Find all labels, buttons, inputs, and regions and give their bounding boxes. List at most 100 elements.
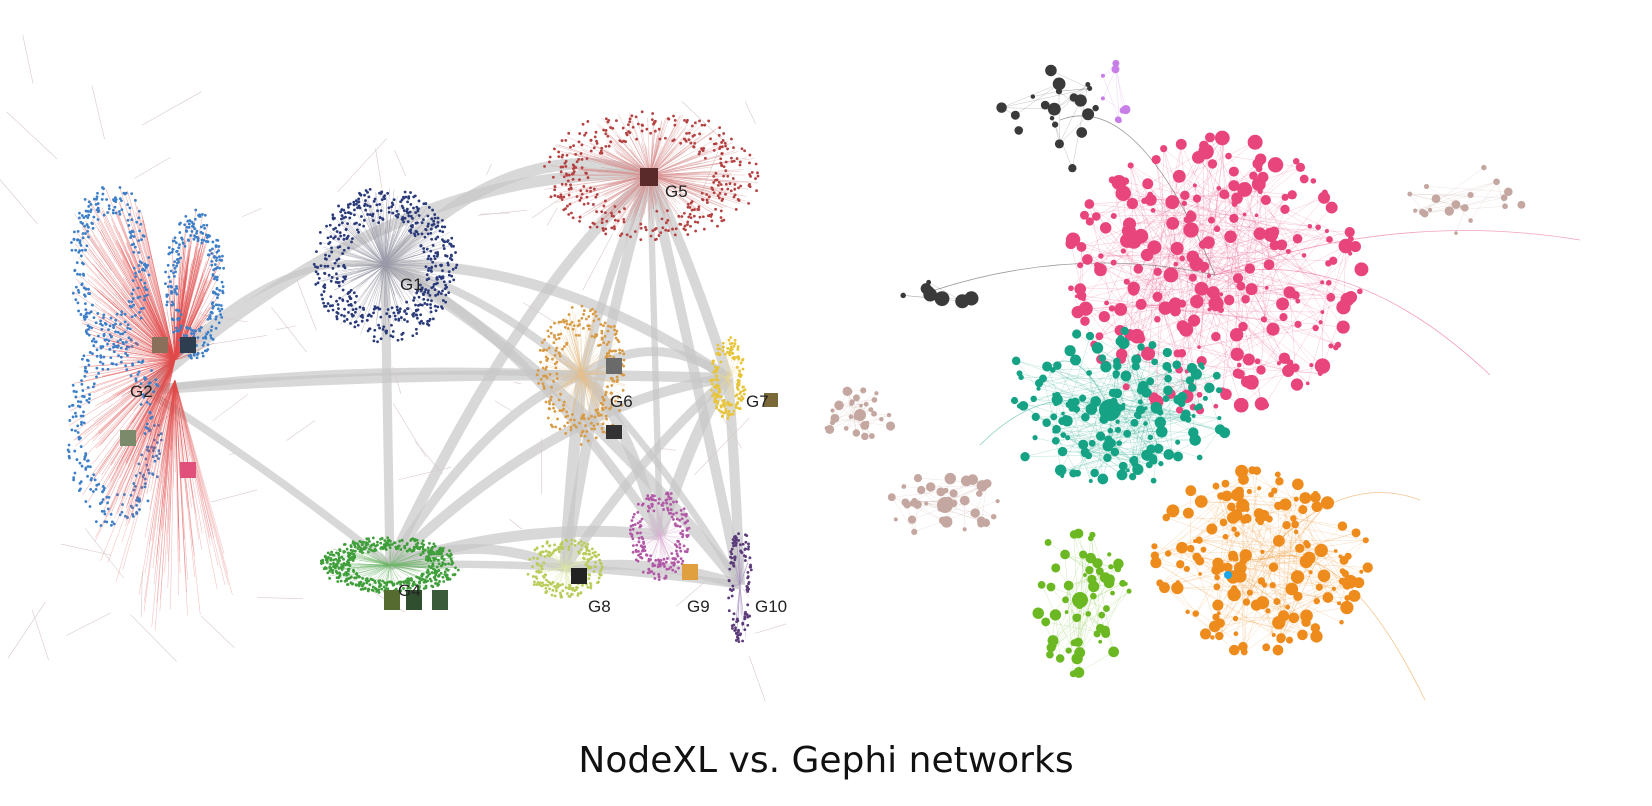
- cluster-node: [664, 560, 668, 564]
- cluster-spoke: [75, 359, 176, 447]
- cluster-node: [345, 579, 349, 582]
- cluster-node: [340, 555, 344, 559]
- thin-edge: [134, 157, 171, 179]
- cluster-node: [201, 336, 205, 340]
- cluster-node: [735, 386, 739, 390]
- cluster-spoke: [373, 564, 391, 588]
- cluster-node: [185, 225, 189, 229]
- cluster-node: [718, 191, 722, 195]
- cluster-node: [137, 264, 141, 267]
- cluster-node: [437, 558, 440, 562]
- cluster-node: [441, 546, 445, 550]
- cluster-spoke: [119, 350, 176, 361]
- cluster-node: [622, 139, 626, 143]
- cluster-node: [602, 128, 606, 132]
- cluster-node: [412, 548, 416, 551]
- cluster-node: [727, 596, 731, 600]
- cluster-spoke: [143, 379, 176, 613]
- cluster-node: [132, 482, 136, 485]
- cluster-node: [153, 459, 157, 463]
- cluster-spoke: [384, 264, 398, 306]
- cluster-node: [177, 329, 180, 333]
- cluster-node: [108, 347, 112, 351]
- cluster-node: [580, 304, 584, 308]
- cluster-node: [78, 216, 81, 220]
- cluster-node: [589, 584, 593, 588]
- cluster-node: [748, 185, 752, 189]
- cluster-node: [376, 340, 379, 344]
- cluster-node: [119, 332, 122, 336]
- cluster-spoke: [389, 564, 396, 586]
- cluster-node: [189, 234, 193, 237]
- cluster-node: [555, 377, 559, 380]
- cluster-node: [183, 244, 187, 248]
- cluster-node: [657, 578, 661, 582]
- cluster-node: [77, 290, 81, 294]
- cluster-node: [101, 367, 105, 371]
- cluster-node: [610, 384, 614, 387]
- cluster-node: [81, 394, 84, 398]
- cluster-node: [137, 251, 141, 254]
- cluster-node: [739, 390, 743, 394]
- cluster-node: [347, 205, 350, 209]
- cluster-node: [723, 141, 727, 145]
- cluster-node: [326, 560, 329, 563]
- cluster-node: [217, 303, 221, 307]
- cluster-node: [382, 325, 386, 329]
- cluster-node: [427, 269, 430, 272]
- cluster-node: [649, 131, 653, 135]
- cluster-node: [338, 296, 342, 300]
- cluster-node: [659, 558, 663, 562]
- cluster-node: [628, 528, 632, 532]
- cluster-spoke: [377, 210, 386, 266]
- cluster-node: [115, 363, 118, 366]
- cluster-node: [329, 563, 332, 566]
- cluster-node: [429, 566, 433, 570]
- cluster-node: [343, 307, 346, 311]
- cluster-node: [130, 292, 134, 296]
- cluster-node: [178, 231, 182, 234]
- cluster-node: [96, 191, 99, 195]
- cluster-node: [421, 322, 425, 325]
- cluster-node: [102, 313, 106, 317]
- cluster-node: [87, 325, 91, 329]
- cluster-node: [548, 155, 552, 159]
- cluster-node: [76, 288, 80, 292]
- cluster-node: [639, 544, 643, 548]
- thin-edge: [212, 393, 249, 422]
- cluster-node: [218, 309, 222, 313]
- cluster-node: [130, 192, 134, 196]
- cluster-node: [600, 427, 604, 430]
- cluster-node: [712, 391, 716, 395]
- cluster-node: [541, 382, 545, 386]
- cluster-node: [89, 488, 93, 491]
- profile-thumbnail: [180, 337, 196, 353]
- cluster-node: [96, 312, 100, 315]
- cluster-node: [72, 476, 76, 480]
- cluster-node: [578, 421, 581, 425]
- cluster-node: [730, 556, 734, 560]
- cluster-node: [408, 548, 412, 552]
- cluster-node: [553, 185, 557, 188]
- cluster-node: [171, 239, 175, 243]
- cluster-node: [173, 288, 177, 292]
- cluster-node: [536, 563, 540, 567]
- cluster-node: [618, 234, 622, 238]
- cluster-node: [747, 545, 751, 549]
- cluster-spoke: [374, 264, 386, 296]
- cluster-node: [414, 221, 418, 225]
- cluster-node: [148, 402, 152, 406]
- cluster-node: [391, 582, 395, 586]
- cluster-node: [382, 585, 386, 589]
- cluster-node: [610, 226, 614, 230]
- cluster-node: [82, 216, 86, 220]
- cluster-spoke: [174, 379, 229, 585]
- cluster-node: [686, 233, 690, 236]
- cluster-node: [584, 317, 588, 321]
- cluster-node: [615, 119, 618, 123]
- cluster-spoke: [92, 359, 176, 439]
- cluster-node: [741, 385, 745, 389]
- cluster-node: [79, 313, 83, 316]
- cluster-node: [354, 583, 358, 587]
- cluster-node: [70, 241, 73, 244]
